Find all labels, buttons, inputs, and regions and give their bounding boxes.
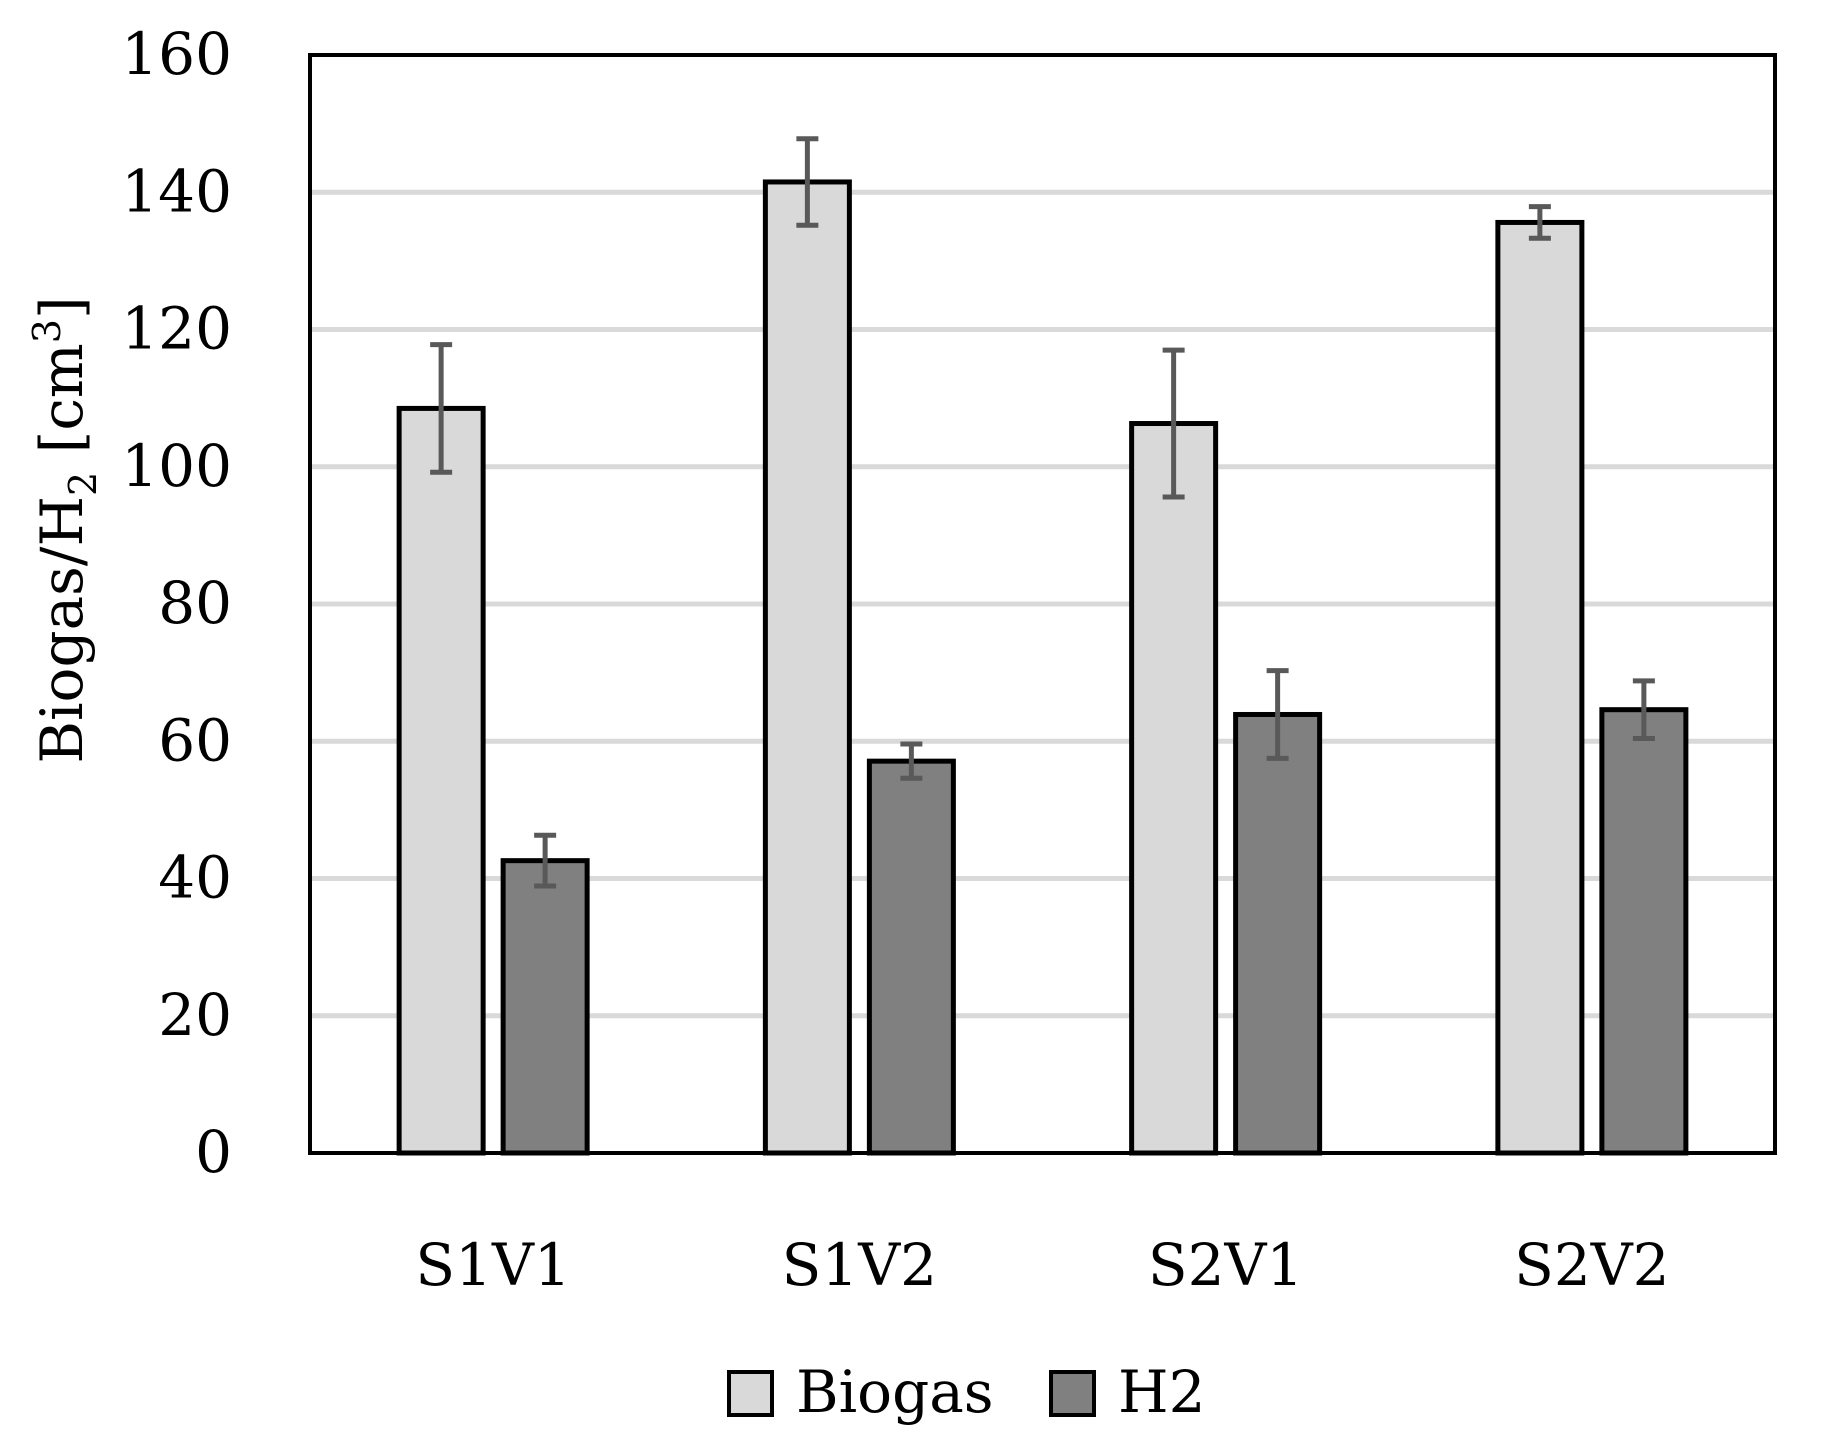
legend: Biogas H2 <box>727 1358 1205 1426</box>
y-axis-tick-labels: 0 20 40 60 80 100 120 140 160 <box>121 20 232 1186</box>
x-category-label: S1V1 <box>415 1231 570 1299</box>
y-tick-label: 100 <box>121 432 232 500</box>
y-tick-label: 20 <box>158 981 232 1049</box>
legend-swatch-h2 <box>1049 1370 1096 1417</box>
y-tick-label: 0 <box>195 1118 232 1186</box>
y-tick-label: 80 <box>158 569 232 637</box>
legend-swatch-biogas <box>727 1370 774 1417</box>
x-category-label: S2V2 <box>1514 1231 1669 1299</box>
bar-h2-s2v1 <box>1233 711 1323 1156</box>
y-tick-label: 160 <box>121 20 232 88</box>
x-category-label: S1V2 <box>782 1231 937 1299</box>
error-bar-h2-s2v2 <box>1632 678 1655 742</box>
error-bar-h2-s2v1 <box>1266 668 1289 761</box>
bar-h2-s2v2 <box>1599 707 1689 1156</box>
error-bar-biogas-s2v2 <box>1528 204 1551 241</box>
bar-biogas-s2v1 <box>1129 421 1219 1156</box>
error-bar-h2-s1v1 <box>534 832 557 889</box>
bar-h2-s1v1 <box>500 858 590 1156</box>
bar-h2-s1v2 <box>866 758 956 1156</box>
x-category-label: S2V1 <box>1148 1231 1303 1299</box>
y-tick-label: 60 <box>158 706 232 774</box>
y-axis-title: Biogas/H2 [cm3] <box>25 296 105 763</box>
error-bar-biogas-s1v2 <box>796 136 819 228</box>
bars <box>396 179 1689 1156</box>
legend-label-biogas: Biogas <box>796 1358 994 1426</box>
error-bars <box>430 136 1655 889</box>
y-tick-label: 120 <box>121 295 232 363</box>
error-bar-biogas-s2v1 <box>1162 347 1185 500</box>
error-bar-biogas-s1v1 <box>430 342 453 475</box>
legend-label-h2: H2 <box>1118 1358 1205 1426</box>
y-tick-label: 40 <box>158 844 232 912</box>
bar-biogas-s2v2 <box>1495 219 1585 1156</box>
bar-biogas-s1v1 <box>396 405 486 1156</box>
bar-biogas-s1v2 <box>762 179 852 1156</box>
x-axis-category-labels: S1V1 S1V2 S2V1 S2V2 <box>415 1231 1669 1299</box>
y-tick-label: 140 <box>121 157 232 225</box>
plot-area-frame <box>308 53 1777 1155</box>
error-bar-h2-s1v2 <box>900 741 923 781</box>
